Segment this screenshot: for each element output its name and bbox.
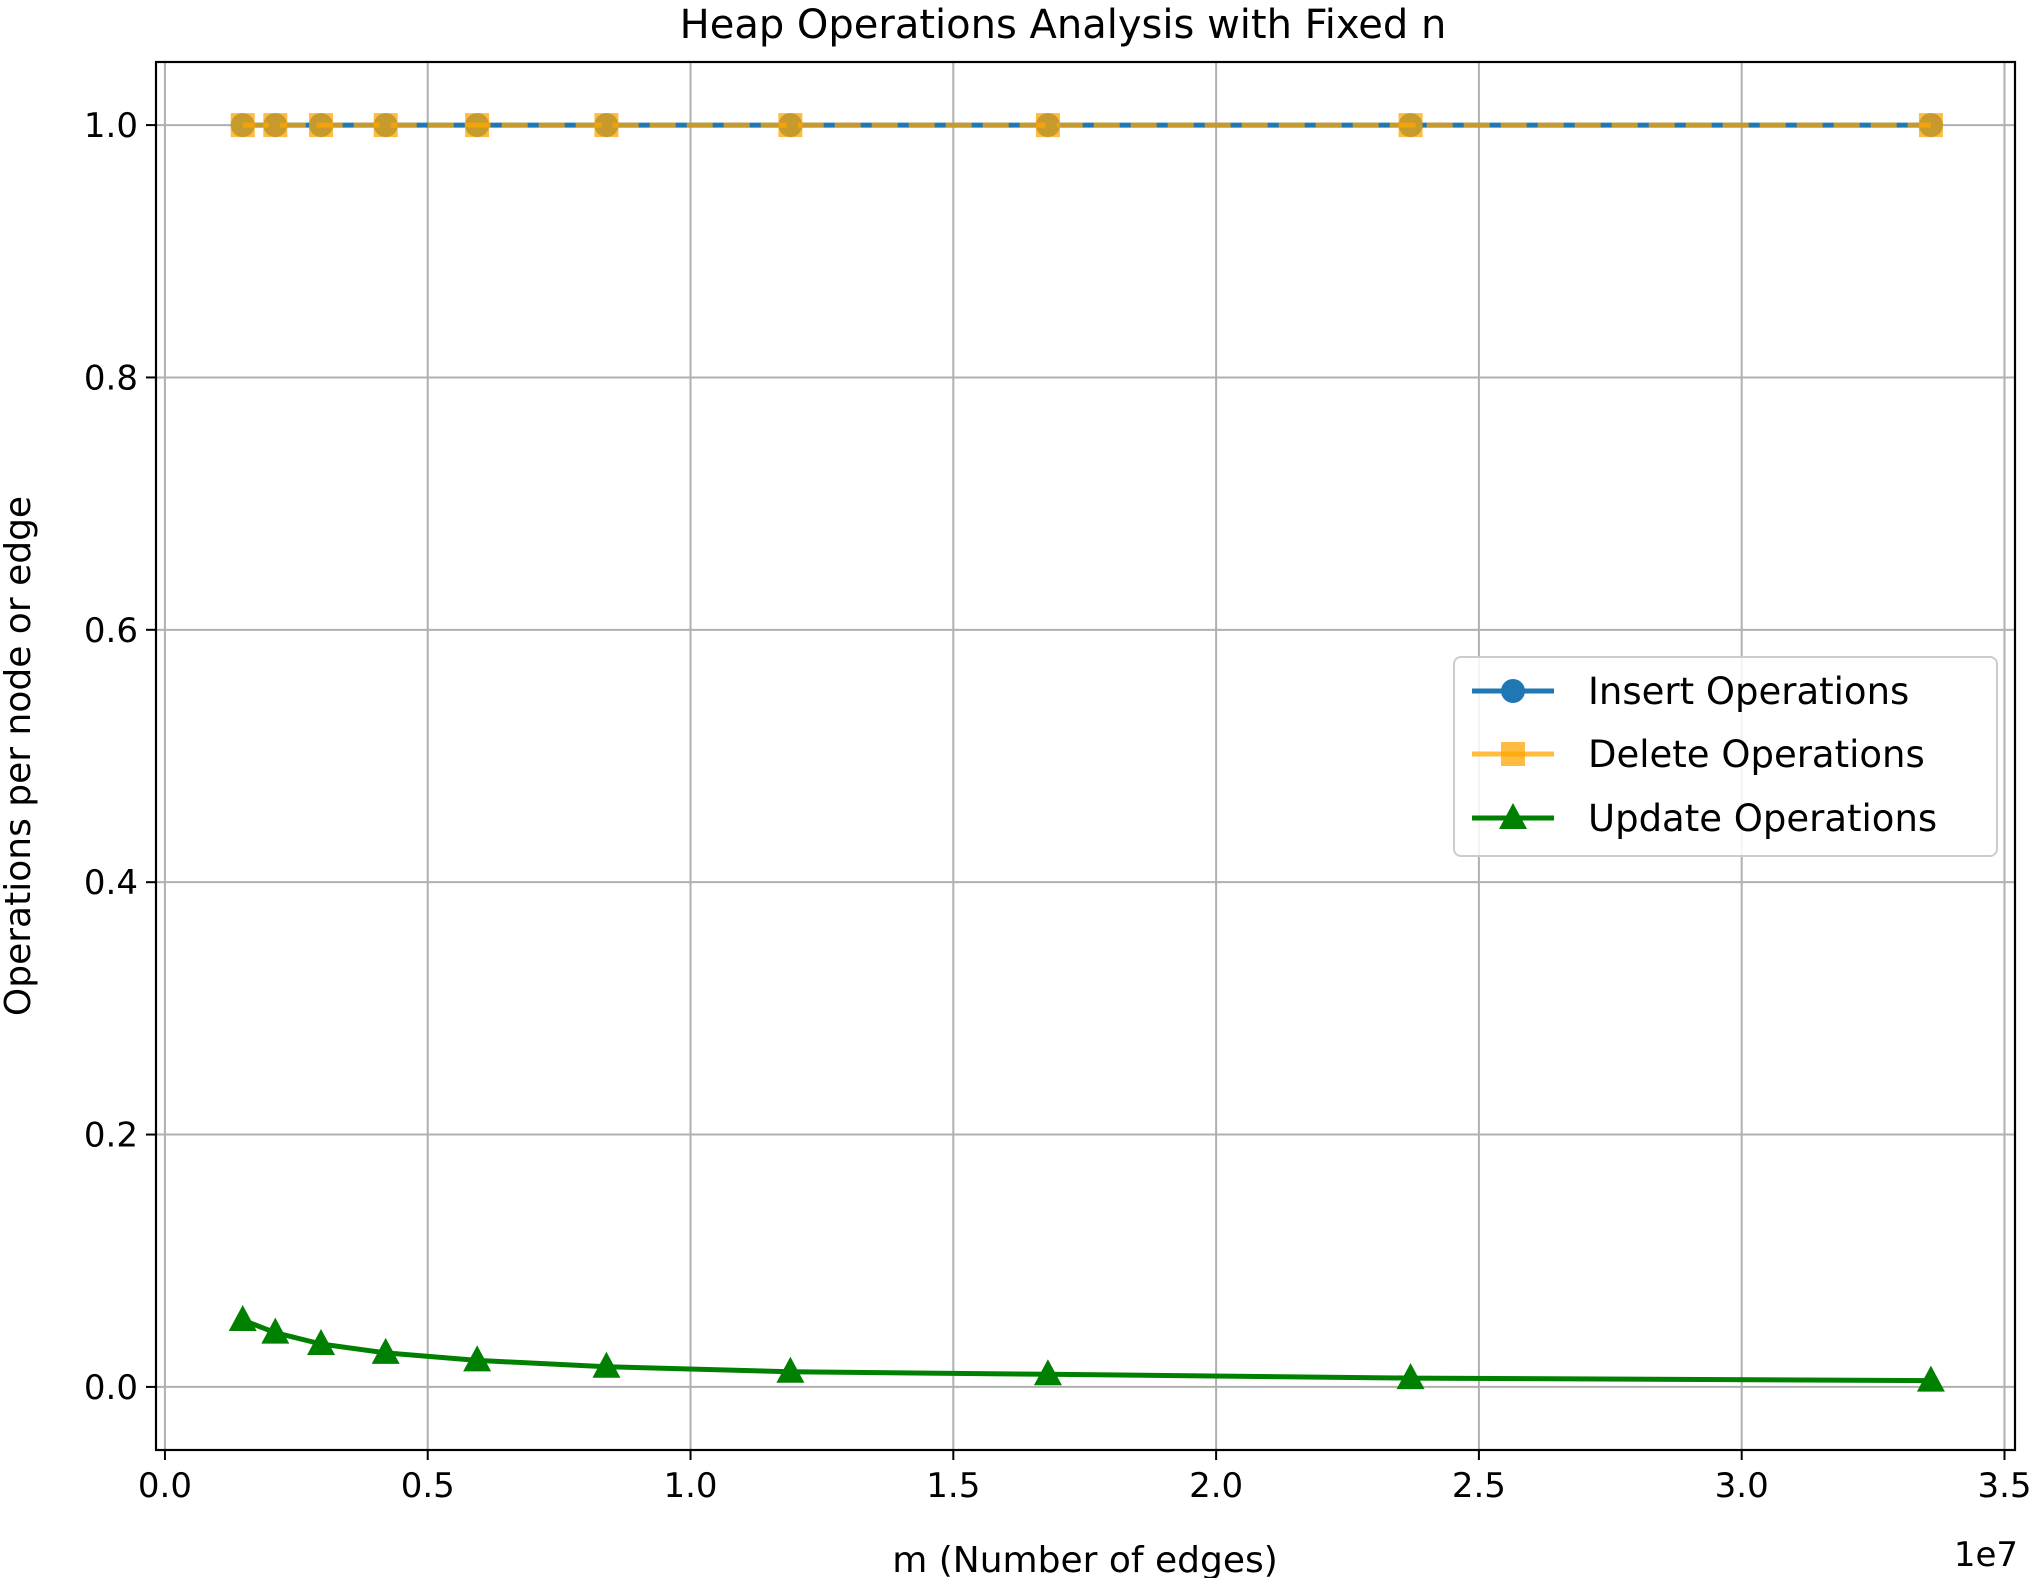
legend-entries: Insert Operations Delete Operations Update… <box>1472 670 1937 840</box>
plot-area-frame <box>154 60 2017 1452</box>
data-point-square <box>373 113 398 138</box>
legend-box <box>1453 656 1998 857</box>
data-point-triangle <box>228 1305 257 1332</box>
x-tick-label: 2.5 <box>1452 1466 1506 1506</box>
data-point-triangle <box>261 1317 290 1344</box>
data-point-square <box>263 113 288 138</box>
series-square <box>230 113 1943 138</box>
data-point-square <box>1501 742 1525 766</box>
y-axis-label: Operations per node or edge <box>0 496 39 1016</box>
data-point-triangle <box>463 1345 492 1372</box>
data-point-square <box>1398 113 1423 138</box>
x-tick-label: 1.0 <box>663 1466 717 1506</box>
data-point-square <box>1035 113 1060 138</box>
legend-label: Update Operations <box>1588 797 1937 840</box>
data-point-triangle <box>1916 1365 1945 1392</box>
data-point-square <box>465 113 490 138</box>
y-tick-label: 0.0 <box>84 1368 138 1408</box>
data-point-square <box>594 113 619 138</box>
axis-ticks: 0.0 0.5 1.0 1.5 2.0 2.5 3.0 3.5 0.0 0.2 0.4 0.6 0.8 1… <box>84 106 2032 1506</box>
data-point-circle <box>1501 679 1525 703</box>
legend-label: Delete Operations <box>1588 733 1925 776</box>
data-point-triangle <box>776 1356 805 1383</box>
x-tick-label: 0.5 <box>401 1466 455 1506</box>
chart-title: Heap Operations Analysis with Fixed n <box>680 2 1447 48</box>
legend-label: Insert Operations <box>1588 670 1909 713</box>
data-point-square <box>309 113 334 138</box>
series-layer <box>228 113 1945 1392</box>
x-tick-label: 3.5 <box>1977 1466 2031 1506</box>
x-axis-label: m (Number of edges) <box>892 1540 1278 1578</box>
x-tick-label: 2.0 <box>1189 1466 1243 1506</box>
y-tick-label: 0.4 <box>84 863 138 903</box>
x-tick-label: 0.0 <box>138 1466 192 1506</box>
data-point-square <box>230 113 255 138</box>
data-point-triangle <box>1033 1359 1062 1386</box>
y-tick-label: 0.6 <box>84 611 138 651</box>
data-point-square <box>778 113 803 138</box>
y-tick-label: 0.2 <box>84 1116 138 1156</box>
series-line <box>241 1317 1931 1384</box>
data-point-triangle <box>592 1351 621 1378</box>
series-triangle <box>228 1305 1945 1392</box>
y-tick-label: 1.0 <box>84 106 138 146</box>
x-tick-label: 1.5 <box>926 1466 980 1506</box>
data-point-triangle <box>1499 803 1527 829</box>
x-axis-offset-label: 1e7 <box>1954 1535 2018 1575</box>
x-tick-label: 3.0 <box>1715 1466 1769 1506</box>
legend-entry: Delete Operations <box>1472 733 1925 776</box>
legend-entry: Insert Operations <box>1472 670 1909 713</box>
y-tick-label: 0.8 <box>84 358 138 398</box>
data-point-triangle <box>371 1337 400 1364</box>
data-point-triangle <box>307 1329 336 1356</box>
legend-entry: Update Operations <box>1472 797 1937 840</box>
legend: Insert Operations Delete Operations Update… <box>1453 656 1998 857</box>
data-point-triangle <box>1396 1363 1425 1390</box>
data-point-square <box>1918 113 1943 138</box>
